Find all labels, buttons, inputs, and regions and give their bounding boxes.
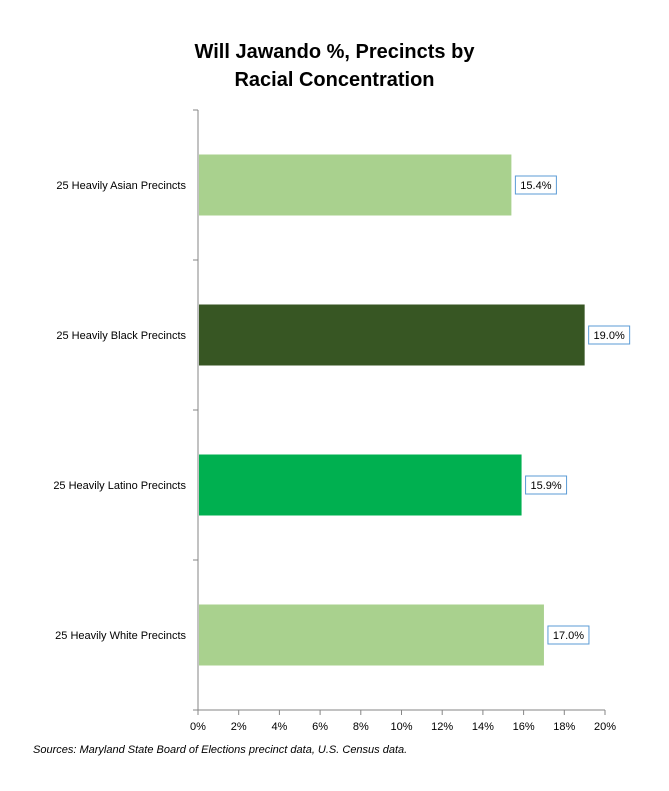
category-label: 25 Heavily Black Precincts: [56, 330, 186, 342]
x-tick-label: 12%: [431, 721, 453, 733]
x-tick-label: 20%: [594, 721, 616, 733]
x-tick-label: 4%: [271, 721, 287, 733]
x-tick-label: 0%: [190, 721, 206, 733]
x-tick-label: 10%: [390, 721, 412, 733]
data-label: 15.4%: [520, 180, 551, 192]
category-label: 25 Heavily Latino Precincts: [53, 480, 186, 492]
x-tick-label: 18%: [553, 721, 575, 733]
x-tick-label: 14%: [472, 721, 494, 733]
bar: [199, 304, 585, 366]
chart-title: Will Jawando %, Precincts by Racial Conc…: [0, 38, 669, 94]
category-label: 25 Heavily White Precincts: [55, 630, 186, 642]
data-label-box: [588, 325, 631, 345]
data-label-box: [525, 475, 568, 495]
data-label: 19.0%: [594, 330, 625, 342]
source-note: Sources: Maryland State Board of Electio…: [33, 744, 408, 756]
x-tick-label: 2%: [231, 721, 247, 733]
category-label: 25 Heavily Asian Precincts: [56, 180, 186, 192]
data-label-box: [514, 175, 557, 195]
data-label-box: [547, 625, 590, 645]
chart-title-line-2: Racial Concentration: [234, 69, 435, 91]
bar: [199, 604, 544, 666]
data-label: 15.9%: [530, 480, 561, 492]
chart-title-line-1: Will Jawando %, Precincts by: [194, 41, 475, 63]
x-tick-label: 6%: [312, 721, 328, 733]
bar: [199, 454, 522, 516]
x-tick-label: 8%: [353, 721, 369, 733]
bar: [199, 154, 512, 216]
x-tick-label: 16%: [513, 721, 535, 733]
data-label: 17.0%: [553, 630, 584, 642]
